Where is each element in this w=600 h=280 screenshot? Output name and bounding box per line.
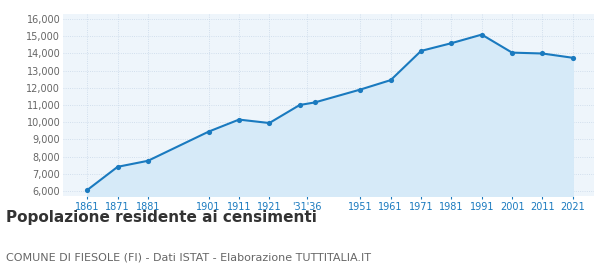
Point — [295, 103, 304, 107]
Point — [538, 51, 547, 56]
Point — [507, 50, 517, 55]
Point — [204, 129, 214, 134]
Point — [568, 55, 578, 60]
Point — [477, 32, 487, 37]
Point — [265, 121, 274, 125]
Point — [82, 188, 92, 192]
Point — [356, 87, 365, 92]
Text: COMUNE DI FIESOLE (FI) - Dati ISTAT - Elaborazione TUTTITALIA.IT: COMUNE DI FIESOLE (FI) - Dati ISTAT - El… — [6, 252, 371, 262]
Point — [143, 158, 153, 163]
Point — [234, 117, 244, 122]
Text: Popolazione residente ai censimenti: Popolazione residente ai censimenti — [6, 210, 317, 225]
Point — [386, 78, 395, 82]
Point — [416, 49, 426, 53]
Point — [446, 41, 456, 45]
Point — [113, 165, 122, 169]
Point — [310, 100, 320, 105]
